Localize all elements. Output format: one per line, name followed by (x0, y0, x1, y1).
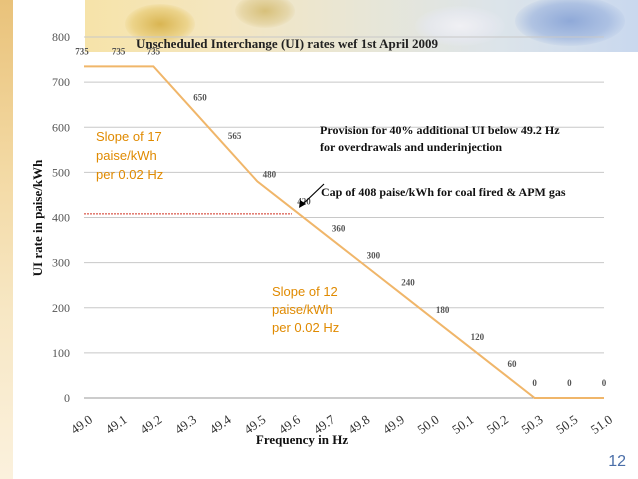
x-tick-label: 50.0 (414, 412, 441, 437)
x-tick-label: 49.4 (206, 411, 234, 437)
data-label: 300 (367, 251, 381, 261)
y-tick-label: 300 (52, 256, 70, 270)
data-label: 120 (471, 332, 485, 342)
data-label: 735 (75, 46, 89, 56)
data-label: 0 (602, 378, 607, 388)
y-tick-label: 400 (52, 211, 70, 225)
data-label: 0 (532, 378, 537, 388)
slide-left-bar (0, 0, 13, 479)
x-tick-label: 50.1 (449, 412, 476, 437)
x-tick-label: 50.3 (518, 412, 545, 437)
x-tick-label: 50.5 (553, 412, 580, 437)
chart-gridlines (84, 36, 604, 354)
data-label: 650 (193, 93, 207, 103)
data-label: 240 (401, 278, 415, 288)
x-tick-label: 50.2 (484, 412, 511, 437)
slope17-line1: Slope of 17 (96, 129, 162, 144)
data-label: 565 (228, 131, 242, 141)
x-tick-label: 49.9 (380, 412, 407, 437)
data-label: 180 (436, 305, 450, 315)
data-label: 735 (112, 46, 126, 56)
y-tick-label: 0 (64, 391, 70, 405)
x-tick-label: 49.1 (102, 412, 129, 437)
data-labels: 735 735 735 650 565 480 420 360 300 240 180 120 60 0 0… (75, 46, 607, 388)
y-axis-ticks: 0 100 200 300 400 500 600 700 800 (52, 30, 70, 405)
y-tick-label: 100 (52, 346, 70, 360)
data-label: 735 (147, 46, 161, 56)
banner-flower-decoration (415, 6, 505, 46)
slope17-line2: paise/kWh (96, 148, 157, 163)
slide-banner (85, 0, 638, 52)
provision-annotation-line2: for overdrawals and underinjection (320, 140, 502, 154)
data-label: 480 (263, 169, 277, 179)
cap-annotation: Cap of 408 paise/kWh for coal fired & AP… (321, 185, 566, 199)
y-axis-title: UI rate in paise/kWh (30, 159, 45, 276)
y-tick-label: 700 (52, 75, 70, 89)
slope12-line2: paise/kWh (272, 302, 333, 317)
banner-leaf-decoration (235, 0, 295, 28)
x-tick-label: 49.0 (68, 412, 95, 437)
x-tick-label: 51.0 (588, 412, 615, 437)
y-tick-label: 200 (52, 301, 70, 315)
slide-number: 12 (608, 453, 626, 470)
y-tick-label: 600 (52, 120, 70, 134)
slope12-line1: Slope of 12 (272, 284, 338, 299)
chart-title: Unscheduled Interchange (UI) rates wef 1… (136, 36, 438, 51)
y-tick-label: 500 (52, 165, 70, 179)
ui-rate-series-line (84, 65, 604, 399)
data-label: 60 (508, 359, 518, 369)
x-axis-title: Frequency in Hz (256, 432, 348, 447)
y-tick-label: 800 (52, 30, 70, 44)
data-label: 360 (332, 224, 346, 234)
provision-annotation-line1: Provision for 40% additional UI below 49… (320, 123, 560, 137)
slope12-line3: per 0.02 Hz (272, 320, 339, 335)
x-tick-label: 49.2 (137, 412, 164, 437)
x-tick-label: 49.8 (345, 412, 372, 437)
cap-arrow-head-icon (299, 200, 306, 208)
slope17-line3: per 0.02 Hz (96, 167, 163, 182)
x-tick-label: 49.3 (172, 412, 199, 437)
data-label: 0 (567, 378, 572, 388)
banner-flower-decoration (515, 0, 625, 46)
cap-arrow-icon (301, 183, 325, 206)
data-label: 420 (297, 196, 311, 206)
